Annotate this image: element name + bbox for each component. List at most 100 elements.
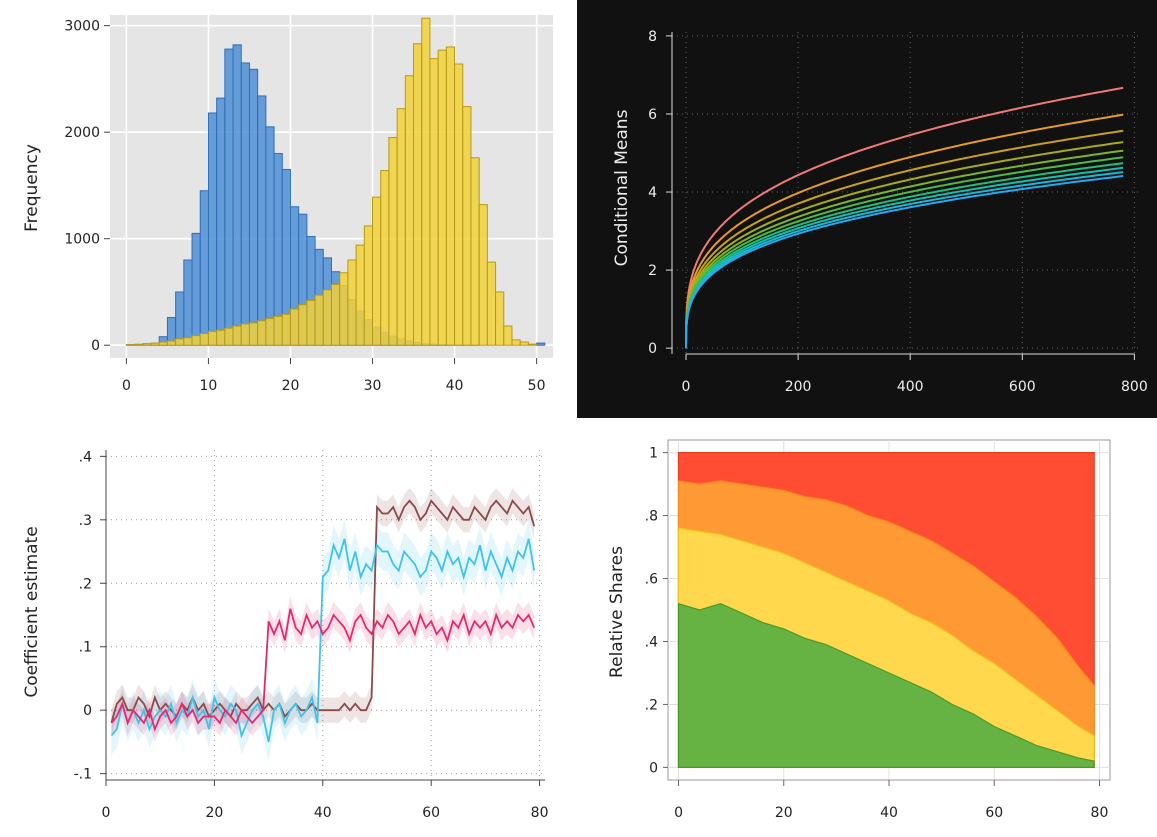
histogram-bar: [511, 339, 521, 346]
histogram-bar: [396, 108, 406, 346]
y-tick-label: 1000: [64, 232, 100, 248]
x-tick-label: 0: [674, 805, 683, 821]
y-tick-label: .2: [79, 576, 92, 592]
histogram-bar: [224, 48, 234, 346]
histogram-bar: [142, 343, 152, 346]
y-tick-label: 0: [83, 703, 92, 719]
mean-curve: [685, 141, 1124, 349]
y-tick-label: .1: [79, 640, 92, 656]
histogram-bar: [150, 342, 160, 346]
histogram-bar: [306, 299, 316, 346]
x-tick-label: 20: [775, 805, 793, 821]
histogram-bar: [216, 97, 226, 346]
histogram-bar: [486, 261, 497, 346]
x-tick-label: 40: [314, 805, 332, 821]
histogram-bar: [347, 259, 357, 346]
conditional-means-panel: 0 200 400 600 800 0 2 4 6 8: [648, 29, 1148, 395]
histogram-bar: [331, 284, 341, 346]
mean-curve: [685, 129, 1124, 349]
x-tick-label: 0: [102, 805, 111, 821]
confidence-band: [111, 488, 535, 736]
histogram-bar: [380, 170, 390, 346]
histogram-bar: [265, 126, 275, 346]
x-tick-label: 10: [200, 378, 218, 394]
x-tick-label: 40: [880, 805, 898, 821]
mean-curve: [685, 166, 1124, 349]
histogram-bar: [470, 157, 480, 346]
x-tick-label: 60: [422, 805, 440, 821]
x-tick-label: 20: [205, 805, 223, 821]
mean-curve: [685, 86, 1124, 349]
y-tick-label: .3: [79, 513, 92, 529]
histogram-bar: [240, 62, 250, 346]
mean-curve: [685, 156, 1124, 349]
histogram-bar: [248, 322, 259, 346]
x-tick-label: 600: [1009, 379, 1036, 395]
histogram-bar: [257, 320, 267, 346]
histogram-bar: [191, 335, 201, 346]
relative-shares-ylabel: Relative Shares: [607, 546, 627, 678]
histogram-bar: [372, 196, 382, 346]
coefficient-line: [110, 538, 536, 743]
confidence-band: [111, 596, 535, 742]
x-tick-label: 800: [1121, 379, 1148, 395]
y-tick-label: 2: [648, 263, 657, 279]
histogram-bar: [232, 44, 242, 346]
y-tick-label: 3000: [64, 19, 100, 35]
histogram-bar: [134, 343, 144, 346]
histogram-bar: [158, 341, 168, 346]
histogram-bar: [503, 325, 513, 346]
y-tick-label: .6: [645, 572, 658, 588]
histogram-bar: [281, 313, 291, 346]
x-tick-label: 0: [122, 378, 131, 394]
y-tick-label: 0: [648, 341, 657, 357]
histogram-panel: 0 10 20 30 40 50 0 1000 2000 3000: [64, 15, 553, 394]
x-tick-label: 400: [897, 379, 924, 395]
histogram-bar: [232, 325, 242, 346]
mean-curve: [685, 149, 1124, 349]
coefficient-line: [110, 608, 536, 732]
histogram-bar: [413, 43, 423, 346]
conditional-means-ylabel: Conditional Means: [612, 109, 632, 266]
y-tick-label: .4: [645, 634, 658, 650]
y-tick-label: 2000: [64, 125, 100, 141]
histogram-bar: [429, 58, 439, 346]
histogram-bar: [421, 17, 431, 346]
share-area: [677, 602, 1095, 768]
histogram-bar: [404, 75, 415, 346]
mean-curve: [685, 171, 1124, 349]
histogram-bar: [166, 340, 177, 346]
histogram-bar: [519, 341, 529, 346]
mean-curve: [685, 113, 1124, 349]
histogram-bar: [445, 46, 456, 346]
histogram-bar: [273, 315, 283, 346]
histogram-bar: [199, 190, 209, 346]
mean-curve: [685, 162, 1124, 349]
mean-curve: [685, 175, 1124, 349]
histogram-bar: [216, 329, 226, 346]
histogram-ylabel: Frequency: [22, 144, 42, 232]
y-tick-label: .4: [79, 449, 92, 465]
y-tick-label: 6: [648, 107, 657, 123]
histogram-bar: [536, 342, 546, 346]
y-tick-label: -.1: [74, 767, 92, 783]
x-tick-label: 200: [785, 379, 812, 395]
histogram-bar: [257, 95, 267, 346]
histogram-bar: [207, 330, 218, 346]
histogram-bar: [265, 318, 275, 346]
y-tick-label: 4: [648, 185, 657, 201]
histogram-bar: [175, 291, 185, 346]
y-tick-label: 0: [91, 338, 100, 354]
histogram-bar: [224, 327, 234, 346]
histogram-bar: [462, 106, 472, 346]
histogram-bar: [322, 289, 332, 346]
histogram-bar: [339, 272, 349, 346]
x-tick-label: 80: [531, 805, 549, 821]
histogram-bar: [240, 323, 250, 346]
y-tick-label: .2: [645, 697, 658, 713]
histogram-bar: [199, 333, 209, 346]
x-tick-label: 60: [985, 805, 1003, 821]
histogram-bar: [125, 344, 136, 346]
histogram-bar: [191, 232, 201, 346]
